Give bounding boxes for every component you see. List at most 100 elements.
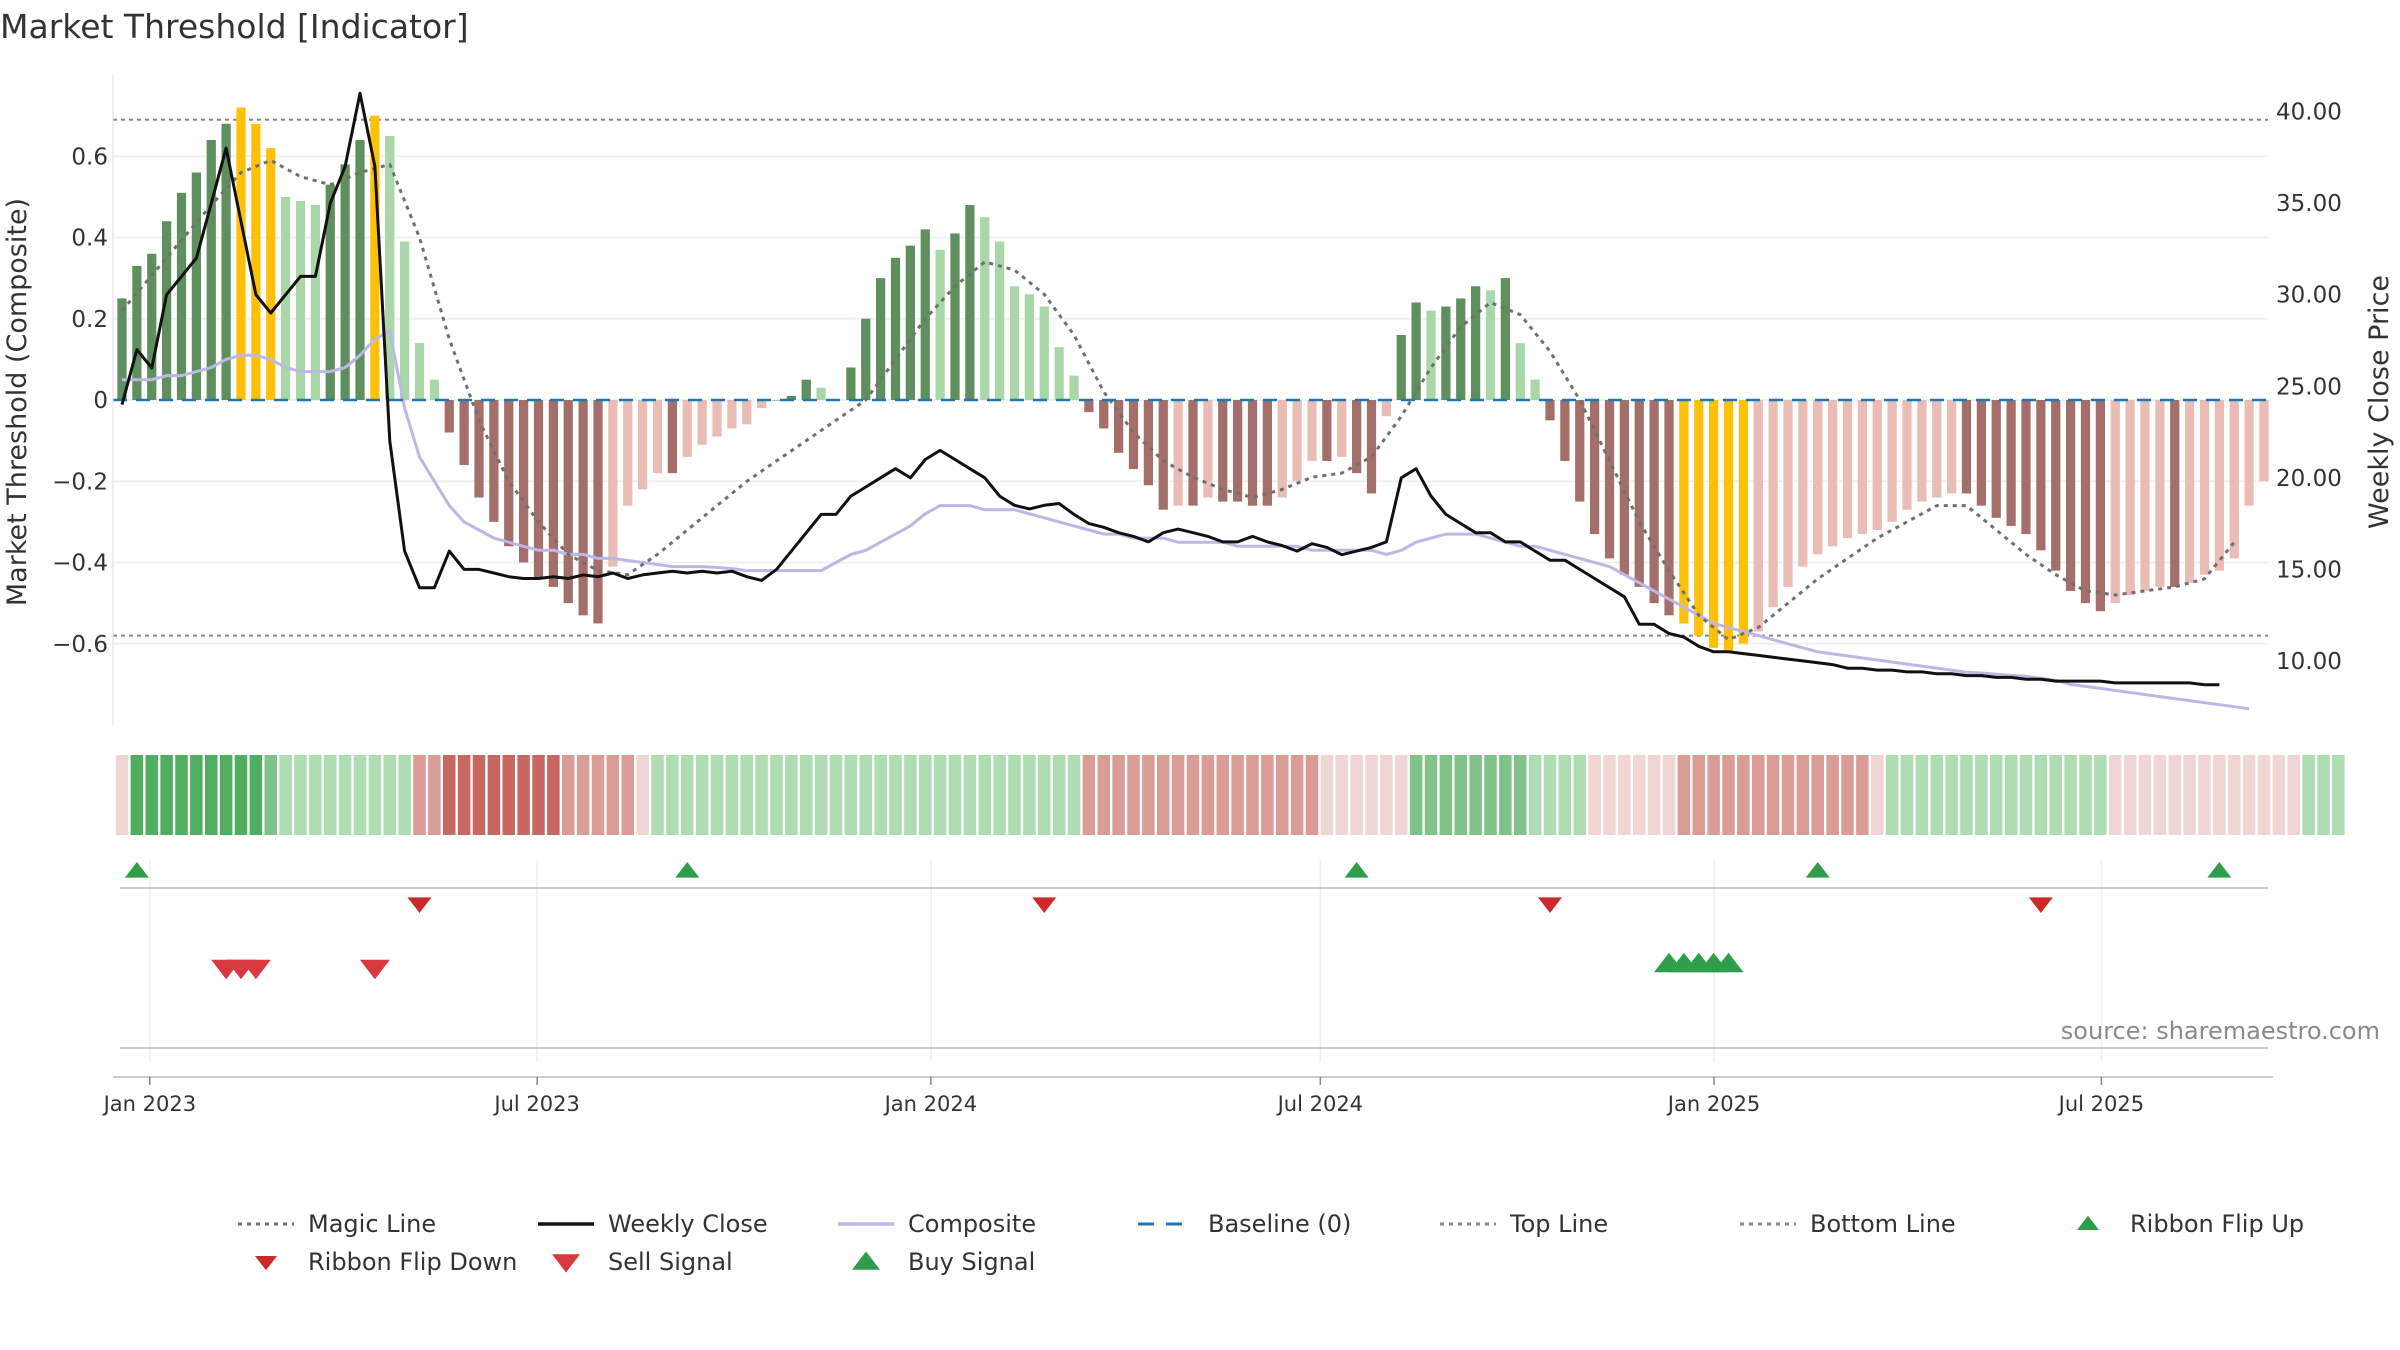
composite-bar bbox=[1292, 400, 1302, 482]
ribbon-cell bbox=[1752, 755, 1765, 835]
ribbon-cell bbox=[2242, 755, 2256, 835]
composite-bar bbox=[1961, 400, 1972, 494]
composite-bar bbox=[1738, 400, 1748, 644]
composite-bar bbox=[1917, 400, 1927, 502]
ribbon-cell bbox=[1900, 755, 1914, 835]
ribbon-cell bbox=[740, 755, 753, 835]
composite-bar bbox=[950, 233, 960, 400]
composite-bar bbox=[861, 318, 871, 400]
ribbon-cell bbox=[130, 755, 144, 835]
ribbon-cell bbox=[2287, 755, 2300, 835]
ribbon-cell bbox=[1826, 755, 1839, 835]
main-plot: 0.6 0.4 0.2 0 −0.2 −0.4 −0.6 40.00 35.00 30.00 25… bbox=[2, 75, 2395, 725]
ribbon-cell bbox=[368, 755, 382, 835]
composite-bar bbox=[846, 367, 856, 400]
legend-label: Weekly Close bbox=[608, 1210, 768, 1238]
composite-bar bbox=[1515, 343, 1525, 400]
composite-bar bbox=[504, 400, 514, 547]
ribbon-cell bbox=[1573, 755, 1586, 835]
composite-bar bbox=[1143, 400, 1153, 486]
ribbon-cell bbox=[472, 755, 486, 835]
composite-bar bbox=[1084, 400, 1094, 413]
composite-bar bbox=[771, 400, 782, 401]
composite-bar bbox=[1158, 400, 1168, 510]
x-tick-label: Jul 2024 bbox=[1276, 1092, 1363, 1116]
ribbon-cell bbox=[651, 755, 664, 835]
right-tick-label: 15.00 bbox=[2276, 557, 2342, 583]
composite-bar bbox=[489, 400, 499, 522]
right-tick-label: 30.00 bbox=[2276, 283, 2342, 309]
ribbon-cell bbox=[1350, 755, 1363, 835]
composite-bar bbox=[1500, 278, 1510, 400]
composite-bar bbox=[1039, 306, 1049, 400]
composite-bar bbox=[727, 400, 737, 429]
composite-bar bbox=[1426, 310, 1436, 400]
left-tick-label: 0.2 bbox=[71, 307, 108, 333]
composite-bar bbox=[370, 115, 380, 400]
ribbon-cell bbox=[487, 755, 501, 835]
composite-bar bbox=[995, 241, 1005, 400]
ribbon-flip-up-marker bbox=[1805, 862, 1830, 878]
ribbon-cell bbox=[2004, 755, 2018, 835]
buy-signal-marker bbox=[1713, 952, 1744, 973]
ribbon-cell bbox=[636, 755, 649, 835]
ribbon-cell bbox=[115, 755, 129, 835]
ribbon-cell bbox=[933, 755, 947, 835]
x-tick-label: Jan 2024 bbox=[883, 1092, 978, 1116]
ribbon-cell bbox=[532, 755, 545, 835]
composite-bar bbox=[667, 400, 677, 474]
ribbon-cell bbox=[1216, 755, 1229, 835]
ribbon-cell bbox=[829, 755, 843, 835]
left-tick-label: −0.4 bbox=[52, 551, 108, 577]
composite-bar bbox=[519, 400, 529, 563]
ribbon-cell bbox=[1335, 755, 1348, 835]
ribbon-cell bbox=[1157, 755, 1170, 835]
composite-bar bbox=[652, 400, 663, 474]
composite-bar bbox=[1783, 400, 1793, 587]
composite-bar bbox=[1872, 400, 1882, 530]
ribbon-cell bbox=[383, 755, 396, 835]
ribbon-cell bbox=[443, 755, 456, 835]
ribbon-cell bbox=[1320, 755, 1334, 835]
ribbon-cell bbox=[1588, 755, 1601, 835]
composite-bar bbox=[414, 343, 425, 400]
composite-bar bbox=[623, 400, 633, 506]
composite-bar bbox=[444, 400, 454, 433]
composite-bar bbox=[1322, 400, 1332, 461]
composite-bar bbox=[1471, 286, 1481, 400]
ribbon-cell bbox=[710, 755, 724, 835]
composite-bar bbox=[876, 278, 886, 400]
composite-bar bbox=[1218, 400, 1228, 502]
ribbon-cell bbox=[1305, 755, 1319, 835]
composite-bar bbox=[385, 135, 395, 400]
chart-title: Market Threshold [Indicator] bbox=[0, 7, 469, 46]
composite-bar bbox=[1441, 306, 1451, 400]
ribbon-cell bbox=[1543, 755, 1557, 835]
composite-bar bbox=[2080, 400, 2091, 604]
right-tick-label: 35.00 bbox=[2276, 191, 2342, 217]
composite-bar bbox=[1649, 400, 1659, 604]
composite-bar bbox=[1069, 375, 1079, 400]
composite-bar bbox=[1753, 400, 1763, 632]
legend-item: Buy Signal bbox=[852, 1248, 1035, 1276]
left-tick-label: −0.6 bbox=[52, 632, 108, 658]
legend-label: Buy Signal bbox=[908, 1248, 1035, 1276]
ribbon-cell bbox=[1395, 755, 1408, 835]
composite-bar bbox=[1813, 400, 1823, 555]
composite-bar bbox=[1366, 400, 1377, 494]
sell-signal-marker bbox=[240, 959, 271, 980]
composite-bar bbox=[147, 253, 157, 400]
composite-bar bbox=[1887, 400, 1897, 522]
x-tick-label: Jan 2025 bbox=[1666, 1092, 1761, 1116]
ribbon-cell bbox=[1647, 755, 1661, 835]
ribbon-cell bbox=[353, 755, 367, 835]
composite-bar bbox=[1560, 400, 1570, 461]
ribbon-cell bbox=[993, 755, 1006, 835]
ribbon-cell bbox=[1766, 755, 1780, 835]
composite-bar bbox=[206, 140, 216, 400]
ribbon-cell bbox=[1454, 755, 1467, 835]
ribbon-cell bbox=[1871, 755, 1884, 835]
ribbon-cell bbox=[2183, 755, 2196, 835]
composite-bar bbox=[638, 400, 648, 490]
ribbon-cell bbox=[1514, 755, 1527, 835]
